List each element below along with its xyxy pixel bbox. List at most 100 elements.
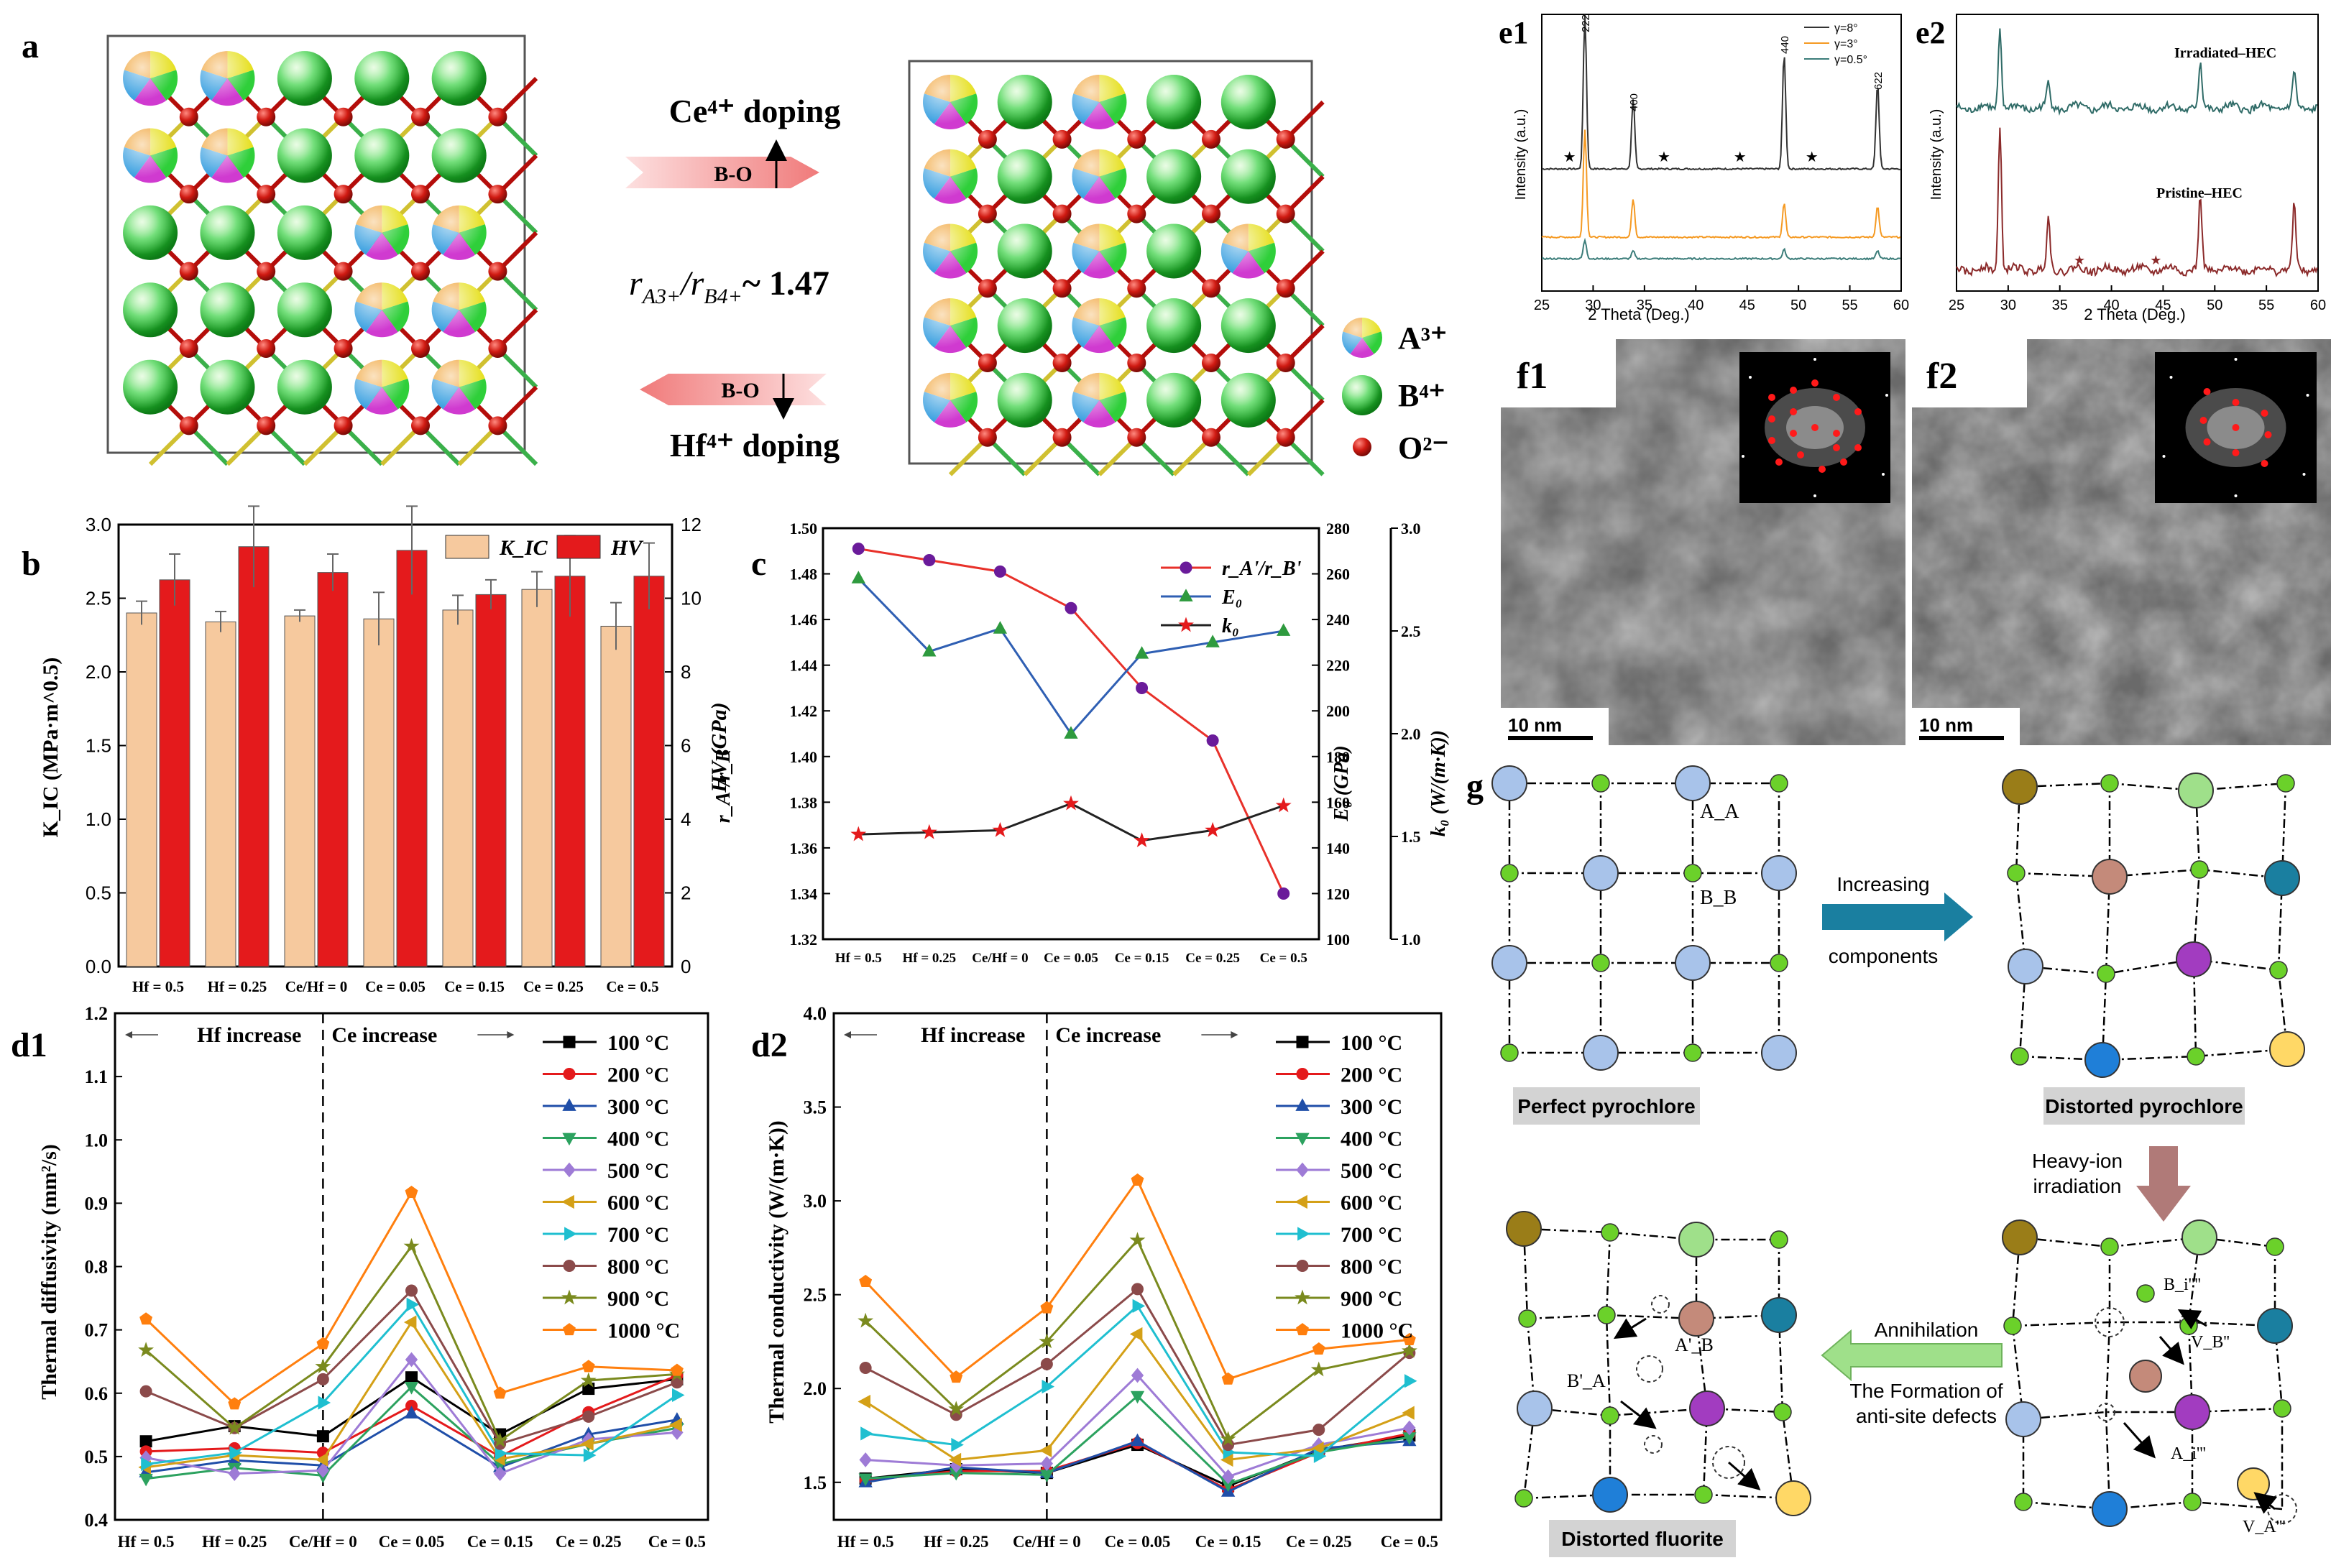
a-site-ion-icon xyxy=(923,223,978,279)
d-legend-label: 600 °C xyxy=(1341,1191,1402,1215)
e2-ylabel: Intensity (a.u.) xyxy=(1928,109,1944,200)
oxygen-ion-icon xyxy=(411,185,430,204)
c-ylabel-left: r_A'/r_B' xyxy=(712,744,735,824)
bar-hv xyxy=(633,576,665,967)
fft-spot xyxy=(1833,430,1840,437)
b-site-icon xyxy=(2266,1237,2284,1256)
d-legend-marker xyxy=(1295,1194,1307,1209)
d-point xyxy=(139,1473,153,1487)
d-point xyxy=(1310,1361,1327,1377)
oxygen-ion-icon xyxy=(488,107,507,126)
c-point xyxy=(850,826,867,841)
d-legend-label: 400 °C xyxy=(1341,1127,1402,1151)
c-xtick-label: Hf = 0.5 xyxy=(835,951,882,966)
label-bi: B_i'''' xyxy=(2164,1276,2201,1294)
fft-faint-spot xyxy=(1885,394,1888,397)
c-ylabel-mid: E₀ (GPa) xyxy=(1330,745,1353,821)
d-legend-marker xyxy=(563,1323,576,1336)
b-site-icon xyxy=(1601,1406,1619,1425)
xrd-pattern-line xyxy=(1956,127,2318,277)
a-site-icon xyxy=(1675,945,1711,981)
oxygen-ion-icon xyxy=(1276,204,1295,223)
d-point xyxy=(406,1297,420,1312)
c-ytick-label-mid: 100 xyxy=(1326,931,1350,949)
impurity-star-icon: ★ xyxy=(2150,253,2161,267)
b-site-icon xyxy=(1770,954,1788,972)
d-xtick-label: Ce/Hf = 0 xyxy=(1013,1533,1081,1551)
b-ytick-label-right: 10 xyxy=(681,588,702,609)
oxygen-ion-icon xyxy=(978,204,997,223)
vacancy-icon xyxy=(2097,1403,2115,1421)
d-point xyxy=(318,1396,331,1410)
oxygen-ion-icon xyxy=(1276,279,1295,298)
oxygen-ion-icon xyxy=(488,185,507,204)
b-ytick-label-right: 6 xyxy=(681,735,691,757)
b-site-icon xyxy=(1591,954,1610,972)
formation-label-1: The Formation of xyxy=(1849,1380,2003,1402)
a-site-icon xyxy=(2269,1031,2305,1067)
fft-faint-spot xyxy=(1813,358,1816,361)
annihilation-arrow-icon xyxy=(1821,1329,2003,1382)
fft-spot xyxy=(2264,431,2272,438)
fft-spot xyxy=(2232,399,2240,406)
b-site-icon xyxy=(1518,1309,1537,1328)
d-legend-marker xyxy=(1295,1133,1310,1146)
c-plot-frame xyxy=(822,527,1320,941)
d-legend-label: 300 °C xyxy=(1341,1095,1402,1119)
d-legend-marker xyxy=(562,1133,576,1146)
b-site-icon xyxy=(2007,864,2026,882)
c-legend-label: E₀ xyxy=(1221,586,1242,609)
a-site-icon xyxy=(1583,1035,1619,1071)
d-legend-marker xyxy=(561,1289,577,1305)
c-ytick-label-right: 1.0 xyxy=(1401,931,1421,949)
a-site-ion-icon xyxy=(431,205,487,260)
d-point xyxy=(1132,1299,1146,1313)
d-point xyxy=(859,1452,872,1467)
xrd-xtick-label: 45 xyxy=(1739,298,1755,313)
perfect-pyrochlore-tag xyxy=(1513,1087,1700,1125)
d-xtick-label: Hf = 0.25 xyxy=(202,1533,267,1551)
d-point xyxy=(1313,1449,1327,1463)
bond-label-top: B-O xyxy=(714,162,752,186)
fft-spot xyxy=(1811,379,1819,387)
d-point xyxy=(405,1352,418,1368)
d-legend-label: 900 °C xyxy=(1341,1287,1402,1311)
c-legend-marker xyxy=(1179,589,1193,601)
d-point xyxy=(948,1452,962,1467)
a-site-icon xyxy=(2176,941,2212,977)
b-xtick-label: Ce = 0.15 xyxy=(444,978,505,995)
c-ytick-label-mid: 280 xyxy=(1326,520,1350,538)
e2-irradiated-label: Irradiated–HEC xyxy=(2174,45,2276,61)
a-site-icon xyxy=(2002,1219,2038,1255)
oxygen-ion-icon xyxy=(1127,204,1146,223)
d-point xyxy=(1039,1333,1055,1349)
d-point xyxy=(1129,1327,1143,1342)
d-legend-label: 700 °C xyxy=(607,1223,669,1247)
b-ytick-label-right: 0 xyxy=(681,956,691,977)
b-site-icon xyxy=(2187,1047,2205,1066)
oxygen-ion-icon xyxy=(411,416,430,435)
d-point xyxy=(858,1312,874,1328)
d-point xyxy=(1221,1372,1235,1385)
d-ytick-label: 3.0 xyxy=(804,1191,827,1212)
a-site-ion-icon xyxy=(354,359,410,415)
oxygen-ion-icon xyxy=(179,185,198,204)
panel-c-label: c xyxy=(751,545,766,583)
d-point xyxy=(492,1432,508,1448)
vacancy-icon xyxy=(2095,1307,2125,1337)
a-site-icon xyxy=(2181,1219,2217,1255)
xrd-plot-frame xyxy=(1541,14,1902,292)
oxygen-ion-icon xyxy=(1052,204,1072,223)
xrd-xtick-label: 50 xyxy=(1790,298,1806,313)
d-point xyxy=(404,1406,419,1419)
d-ytick-label: 1.5 xyxy=(804,1472,827,1493)
c-point xyxy=(1277,623,1291,636)
c-legend-marker xyxy=(1180,561,1192,574)
bar-hv xyxy=(238,546,270,967)
fft-spot xyxy=(2203,388,2211,395)
b-site-icon xyxy=(1770,1230,1788,1249)
legend-hv-swatch xyxy=(556,535,601,559)
d-ytick-label: 0.6 xyxy=(85,1383,109,1404)
d-legend-marker xyxy=(1295,1098,1310,1111)
d-xtick-label: Ce/Hf = 0 xyxy=(289,1533,357,1551)
